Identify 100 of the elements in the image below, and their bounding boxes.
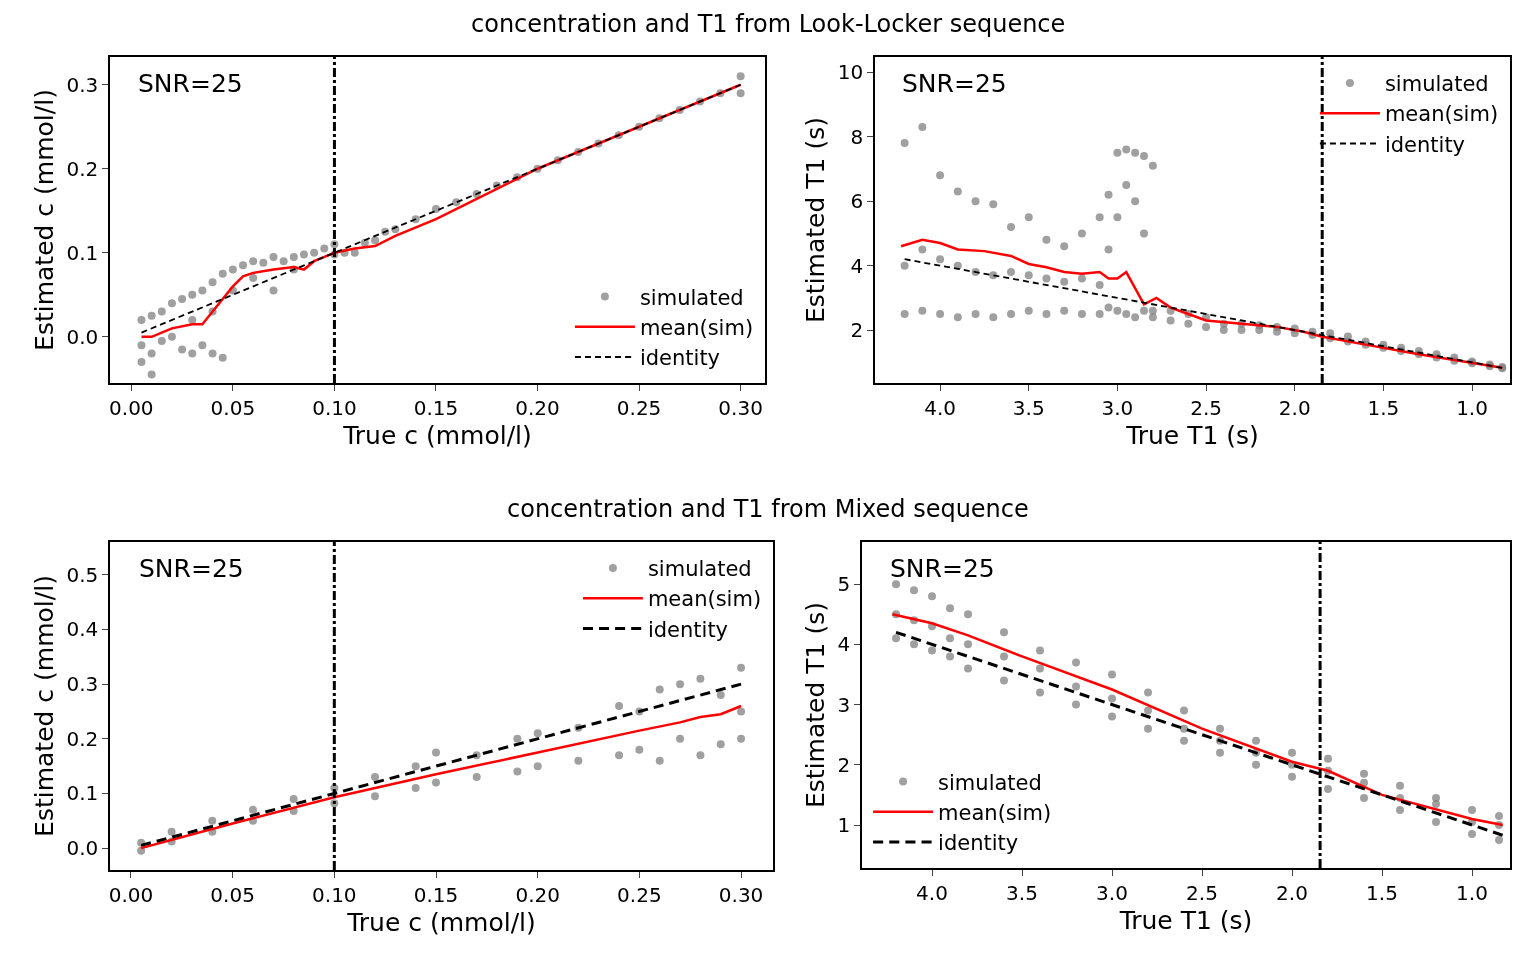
point <box>1180 706 1189 715</box>
point <box>411 784 420 792</box>
point <box>1000 652 1009 661</box>
legend-label: simulated <box>647 557 752 582</box>
point <box>1108 694 1117 703</box>
y-tick-label: 0.3 <box>66 672 99 697</box>
y-tick-label: 8 <box>850 124 864 149</box>
point <box>1072 700 1081 709</box>
legend-label: simulated <box>1384 72 1489 97</box>
point <box>432 748 441 757</box>
point <box>1000 628 1009 637</box>
point <box>1180 736 1189 745</box>
x-axis-title: True c (mmol/l) <box>346 908 536 938</box>
point <box>1108 670 1117 679</box>
point <box>892 580 901 589</box>
y-tick-label: 0.1 <box>66 240 99 265</box>
y-axis-title: Estimated T1 (s) <box>801 117 831 323</box>
point <box>737 734 746 743</box>
point <box>676 734 685 743</box>
y-tick-label: 2 <box>837 752 851 777</box>
y-tick-label: 0.2 <box>66 156 99 181</box>
point <box>946 652 955 661</box>
point <box>635 745 644 754</box>
point <box>964 664 973 673</box>
point <box>1252 736 1261 745</box>
legend-label: mean(sim) <box>1384 102 1499 127</box>
point <box>946 634 955 643</box>
point <box>964 640 973 649</box>
x-tick-label: 0.15 <box>413 882 459 907</box>
point <box>1432 818 1441 826</box>
point <box>655 756 664 765</box>
point <box>1288 772 1297 781</box>
point <box>1324 754 1333 763</box>
y-tick-label: 6 <box>850 189 864 214</box>
x-tick-label: 2.0 <box>1278 395 1311 420</box>
legend-label: identity <box>639 346 721 371</box>
y-tick-label: 0.1 <box>66 781 99 806</box>
annotation: SNR=25 <box>139 554 244 583</box>
x-tick-label: 3.0 <box>1096 880 1128 905</box>
x-axis-title: True c (mmol/l) <box>342 421 532 451</box>
point <box>892 634 901 643</box>
point <box>432 778 441 787</box>
point <box>1288 748 1297 757</box>
point <box>533 729 542 738</box>
point <box>1252 760 1261 769</box>
x-tick-label: 0.30 <box>718 395 763 420</box>
point <box>910 586 919 595</box>
point <box>1432 793 1441 802</box>
x-tick-label: 2.5 <box>1190 395 1222 420</box>
x-tick-label: 2.5 <box>1186 880 1218 905</box>
x-tick-label: 0.05 <box>210 882 255 907</box>
y-tick-label: 0.4 <box>66 617 99 642</box>
x-tick-label: 0.25 <box>617 882 662 907</box>
legend-label: mean(sim) <box>639 315 754 340</box>
annotation: SNR=25 <box>902 69 1007 98</box>
point <box>1036 688 1045 697</box>
point <box>1036 646 1045 655</box>
point <box>1144 724 1153 733</box>
x-tick-label: 0.20 <box>515 882 560 907</box>
x-tick-label: 0.25 <box>616 395 662 420</box>
x-tick-label: 0.00 <box>108 882 154 907</box>
point <box>737 663 746 672</box>
y-axis-title: Estimated c (mmol/l) <box>29 575 59 837</box>
point <box>676 680 685 689</box>
point <box>1495 811 1504 820</box>
point <box>1072 682 1081 691</box>
x-tick-label: 0.15 <box>413 395 459 420</box>
x-tick-label: 1.0 <box>1456 880 1488 905</box>
x-tick-label: 3.5 <box>1012 395 1045 420</box>
point <box>928 592 937 601</box>
point <box>1216 724 1225 733</box>
point <box>615 702 624 710</box>
y-tick-label: 0.5 <box>66 562 99 587</box>
point <box>1468 830 1477 839</box>
point <box>533 762 542 771</box>
point <box>1360 769 1369 778</box>
legend-label: identity <box>647 617 729 642</box>
point <box>1360 793 1369 802</box>
x-tick-label: 0.00 <box>109 395 154 420</box>
point <box>1324 784 1333 793</box>
point <box>371 792 379 801</box>
legend-label: mean(sim) <box>938 800 1052 825</box>
x-tick-label: 0.10 <box>312 882 357 907</box>
y-tick-label: 0.0 <box>66 836 99 861</box>
point <box>513 767 522 776</box>
chart-title: concentration and T1 from Mixed sequence <box>507 495 1029 523</box>
x-tick-label: 4.0 <box>916 880 948 905</box>
point <box>1396 805 1405 814</box>
x-tick-label: 0.05 <box>210 395 256 420</box>
point <box>167 827 176 836</box>
x-tick-label: 2.0 <box>1276 880 1308 905</box>
point <box>1468 805 1477 814</box>
x-tick-label: 0.10 <box>312 395 357 420</box>
x-tick-label: 1.5 <box>1367 395 1400 420</box>
x-axis-title: True T1 (s) <box>1125 421 1259 451</box>
chart-title: concentration and T1 from Look-Locker sequence <box>471 10 1066 38</box>
point <box>716 691 725 700</box>
point <box>1144 688 1153 697</box>
point <box>716 740 725 749</box>
point <box>289 794 298 803</box>
